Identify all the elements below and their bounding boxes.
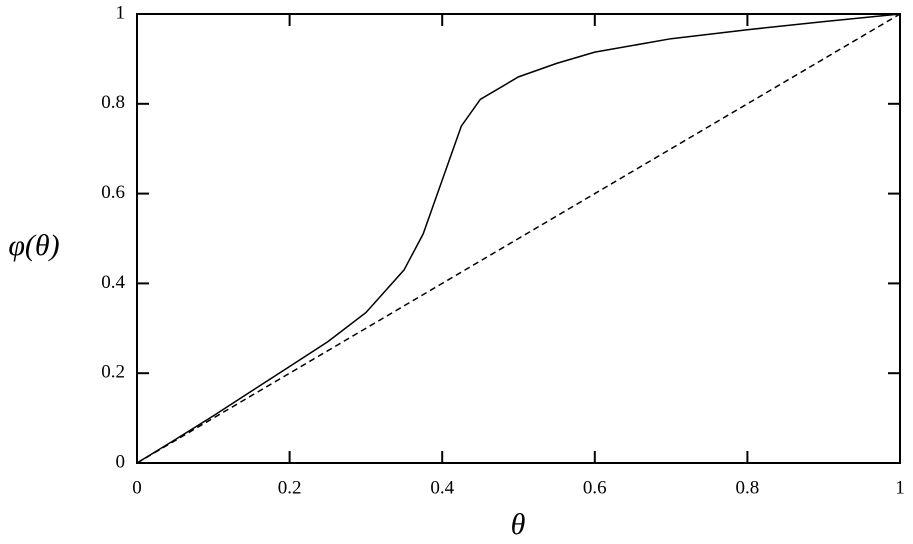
y-tick-label: 0.8 [101,92,125,113]
x-tick-label: 0 [132,477,142,498]
x-tick-label: 0.6 [583,477,607,498]
data-line [136,13,901,464]
y-tick-label: 0 [116,451,126,472]
data-line [136,13,901,464]
x-tick-label: 0.2 [278,477,302,498]
x-tick-label: 1 [895,477,905,498]
y-tick-label: 0.6 [101,182,125,203]
y-tick-label: 1 [116,2,126,23]
x-tick-label: 0.8 [736,477,760,498]
y-tick-label: 0.4 [101,272,125,293]
x-tick-label: 0.4 [430,477,454,498]
y-axis-label: φ(θ) [8,229,59,262]
y-tick-label: 0.2 [101,362,125,383]
x-axis-label: θ [511,508,526,541]
plot-frame [136,13,901,464]
